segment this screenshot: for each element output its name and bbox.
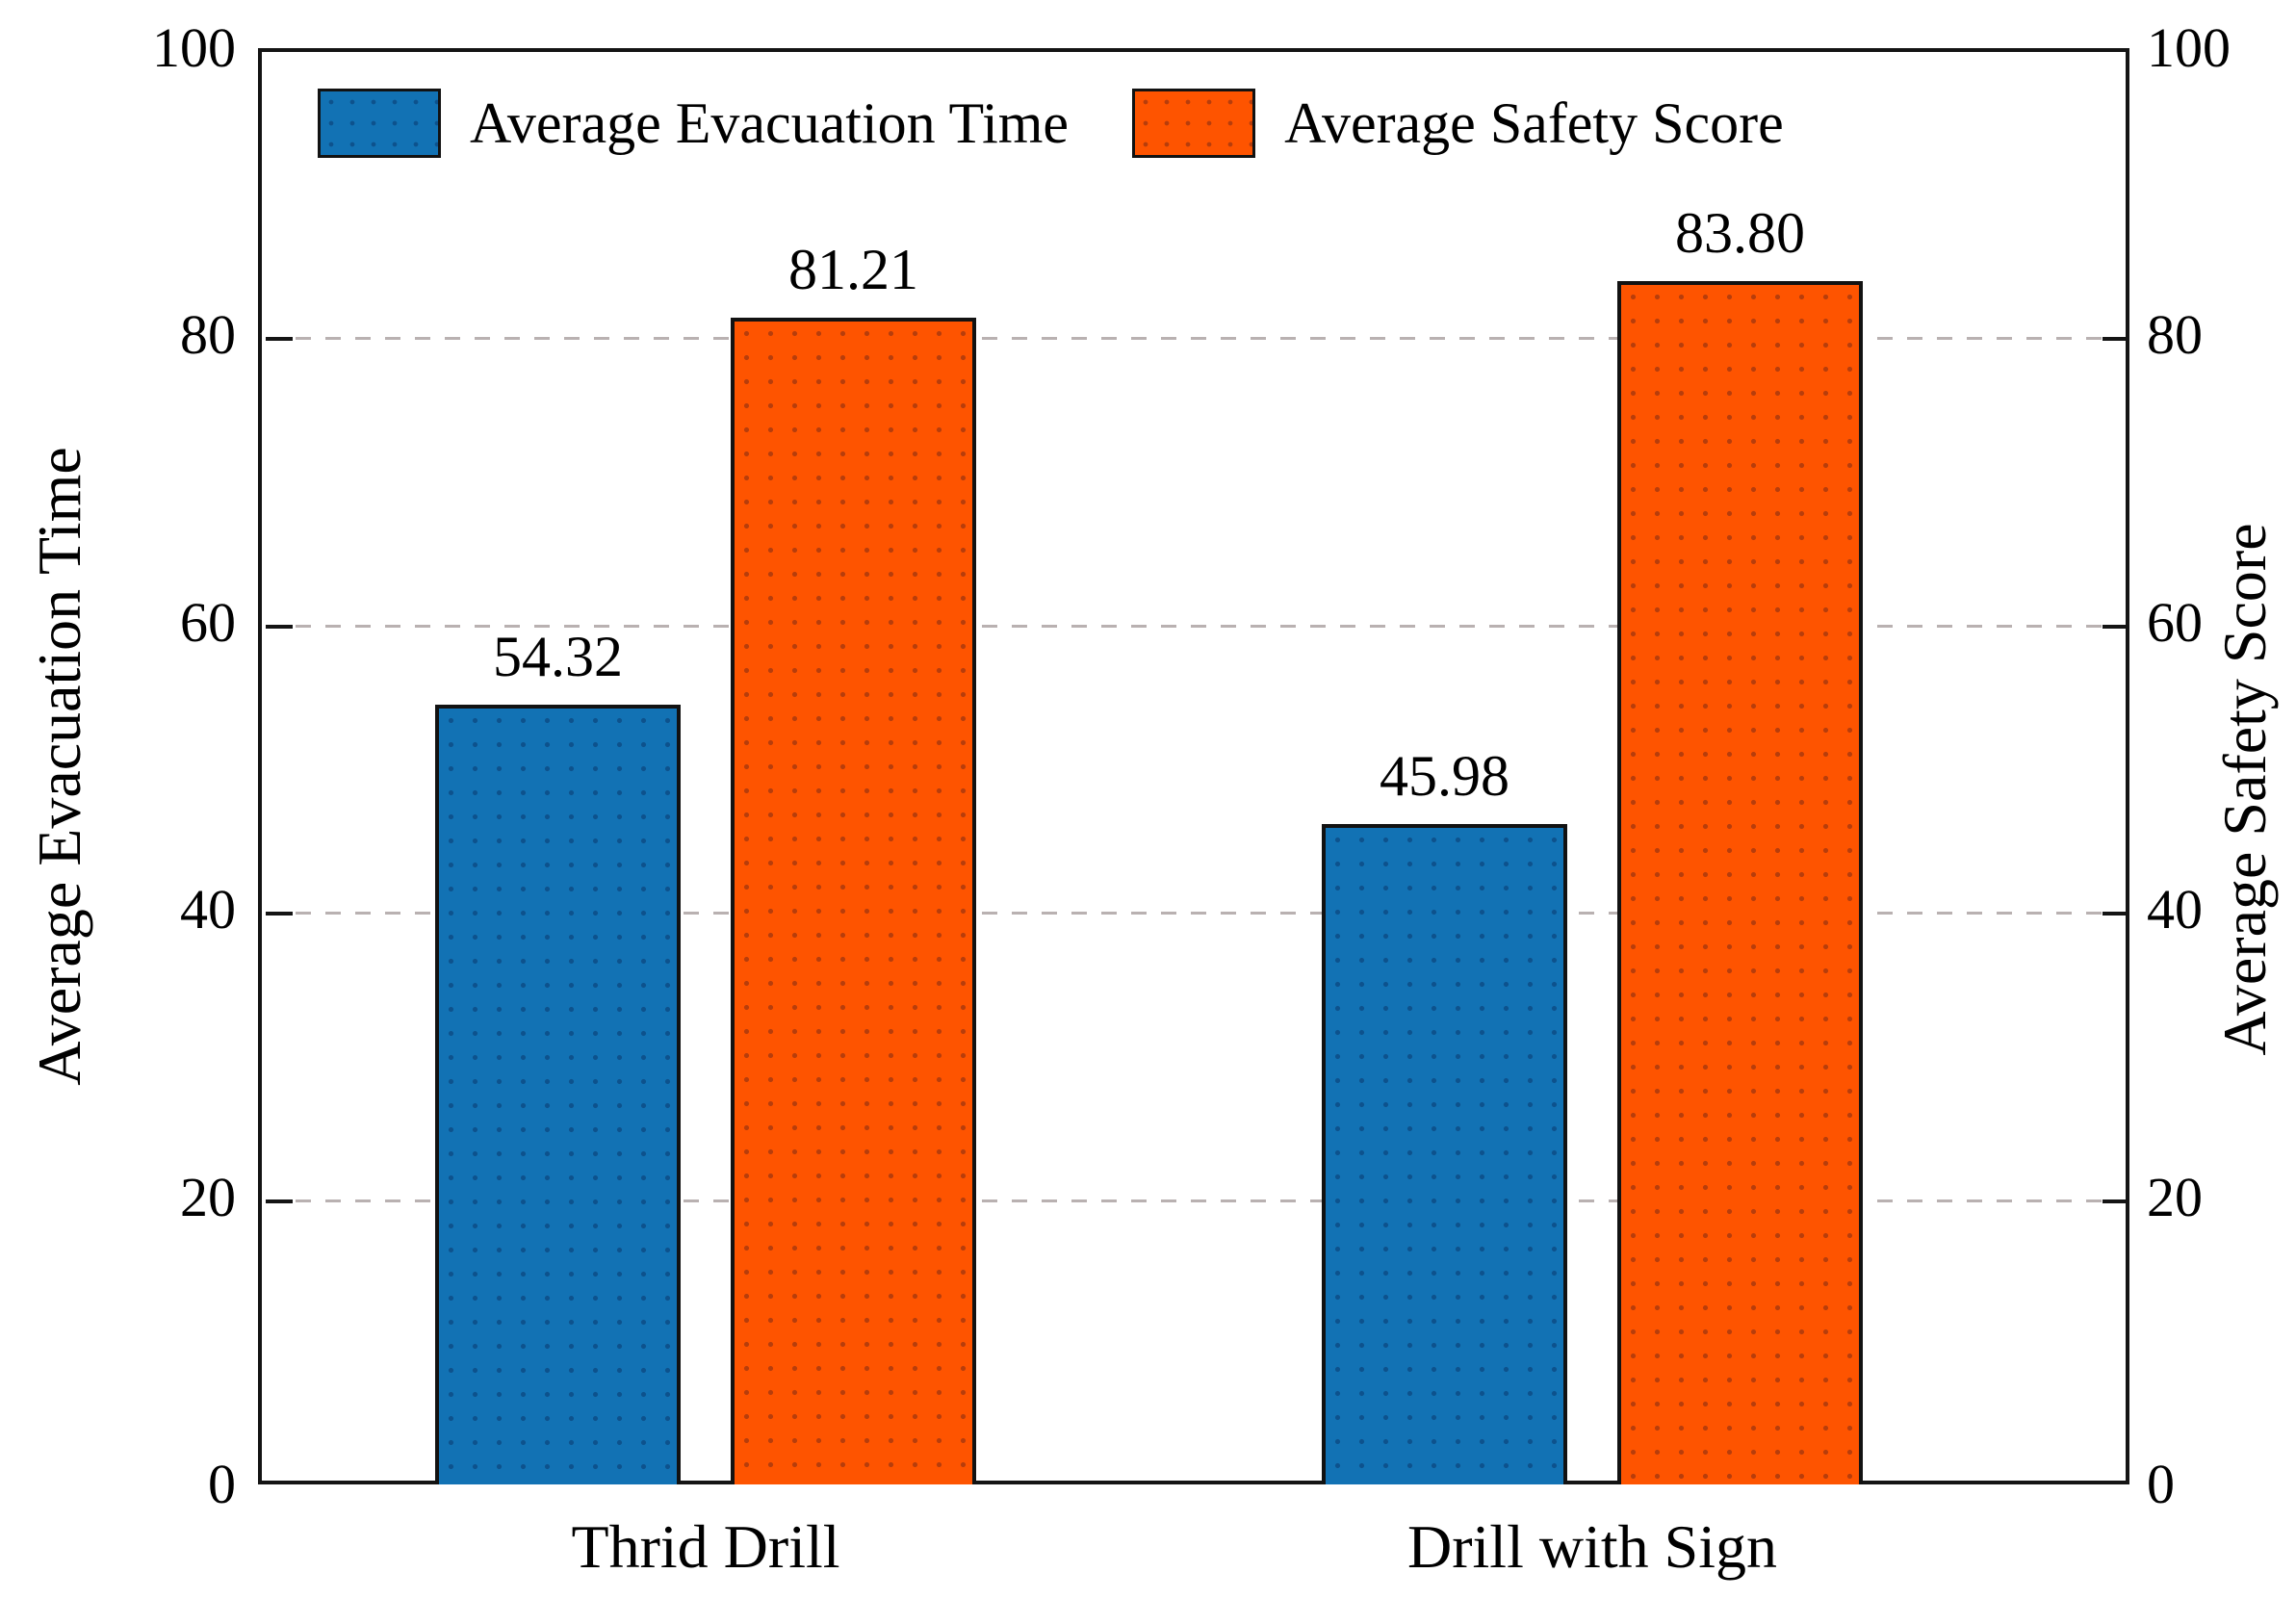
tick-mark-right-60 [2103,624,2129,629]
tick-mark-left-40 [266,912,293,916]
gridline-60 [266,624,2129,628]
bar-safety-score-1 [1617,280,1863,1484]
left-tick-label-80: 80 [180,303,236,367]
gridline-20 [266,1199,2129,1202]
legend-swatch-evacuation-time [318,89,441,158]
gridline-40 [266,912,2129,916]
left-tick-label-100: 100 [152,16,236,79]
gridline-80 [266,337,2129,341]
legend: Average Evacuation Time Average Safety S… [318,89,1784,158]
right-tick-label-80: 80 [2147,303,2203,367]
value-label-54.32: 54.32 [493,624,623,688]
legend-item-safety-score: Average Safety Score [1132,89,1784,158]
right-tick-label-0: 0 [2147,1453,2175,1515]
value-label-81.21: 81.21 [788,238,918,302]
x-category-label-thrid-drill: Thrid Drill [571,1512,840,1581]
right-tick-label-60: 60 [2147,590,2203,654]
right-tick-label-20: 20 [2147,1165,2203,1228]
bar-evacuation-time-0 [435,704,681,1484]
value-label-83.80: 83.80 [1675,200,1805,265]
left-tick-label-40: 40 [180,878,236,941]
tick-mark-left-80 [266,337,293,342]
legend-swatch-safety-score [1132,89,1256,158]
left-axis-title: Average Evacuation Time [25,447,93,1086]
legend-label-safety-score: Average Safety Score [1284,91,1784,155]
tick-mark-right-40 [2103,912,2129,916]
x-category-label-drill-with-sign: Drill with Sign [1406,1512,1778,1581]
bar-evacuation-time-1 [1322,823,1567,1484]
tick-mark-left-60 [266,624,293,629]
left-tick-label-20: 20 [180,1165,236,1228]
bar-safety-score-0 [731,318,976,1484]
tick-mark-right-80 [2103,337,2129,342]
tick-mark-left-20 [266,1199,293,1203]
tick-mark-right-20 [2103,1199,2129,1203]
right-tick-label-40: 40 [2147,878,2203,941]
left-tick-label-60: 60 [180,590,236,654]
value-label-45.98: 45.98 [1380,743,1509,808]
right-tick-label-100: 100 [2147,16,2231,79]
left-tick-label-0: 0 [208,1453,236,1515]
legend-label-evacuation-time: Average Evacuation Time [470,91,1070,155]
legend-item-evacuation-time: Average Evacuation Time [318,89,1069,158]
